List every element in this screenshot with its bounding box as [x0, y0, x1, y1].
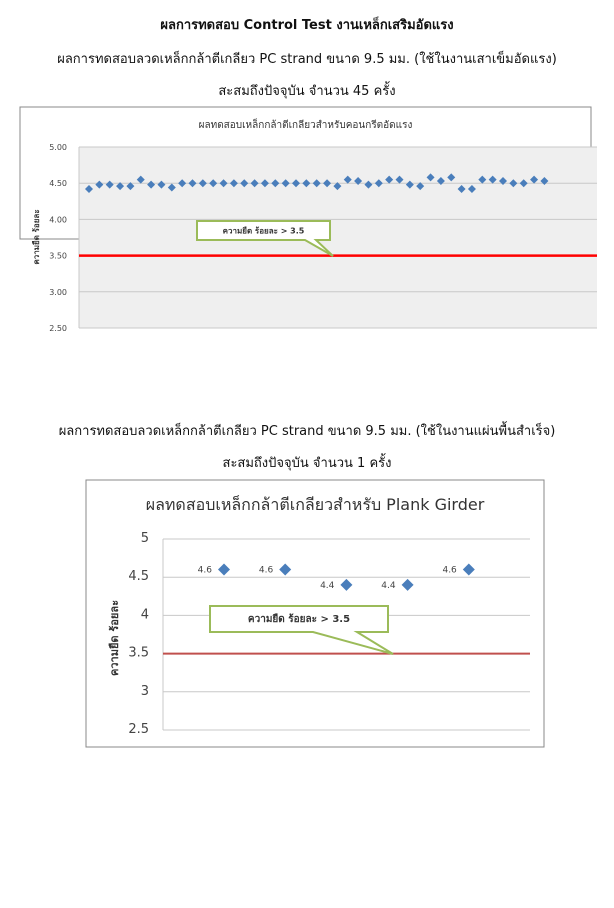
data-point — [478, 175, 487, 184]
data-point — [333, 182, 342, 191]
data-label: 4.4 — [381, 581, 396, 591]
data-point — [147, 180, 156, 189]
page-heading: ผลการทดสอบ Control Test งานเหล็กเสริมอัด… — [160, 18, 454, 33]
data-label: 4.6 — [198, 566, 213, 576]
data-label: 4.6 — [259, 566, 274, 576]
data-point — [374, 179, 383, 188]
data-point — [279, 563, 292, 576]
y-tick-label: 2.50 — [49, 324, 67, 333]
section2-count: สะสมถึงปัจจุบัน จำนวน 1 ครั้ง — [222, 456, 392, 471]
data-point — [343, 175, 352, 184]
data-point — [395, 175, 404, 184]
data-point — [530, 175, 539, 184]
chart-title: ผลทดสอบเหล็กกล้าตีเกลียวสำหรับ Plank Gir… — [146, 494, 485, 514]
data-point — [385, 175, 394, 184]
y-tick-label: 4.00 — [49, 215, 67, 224]
data-point — [405, 180, 414, 189]
data-point — [219, 179, 228, 188]
data-point — [157, 180, 166, 189]
data-label: 4.6 — [442, 566, 457, 576]
section1-count: สะสมถึงปัจจุบัน จำนวน 45 ครั้ง — [218, 84, 396, 99]
data-point — [426, 173, 435, 182]
y-tick-label: 4 — [141, 607, 149, 622]
section1-subtitle: ผลการทดสอบลวดเหล็กกล้าตีเกลียว PC strand… — [57, 52, 557, 67]
annotation-callout — [196, 220, 334, 257]
data-point — [401, 578, 414, 591]
data-point — [312, 179, 321, 188]
data-point — [271, 179, 280, 188]
data-point — [136, 175, 145, 184]
data-point — [509, 179, 518, 188]
data-point — [218, 563, 230, 576]
y-tick-label: 3 — [141, 684, 149, 699]
data-point — [457, 184, 466, 193]
data-point — [302, 179, 311, 188]
data-label: 4.4 — [320, 581, 335, 591]
data-point — [447, 173, 456, 182]
data-point — [436, 177, 445, 186]
y-tick-label: 3.5 — [128, 646, 149, 661]
chart-title: ผลทดสอบเหล็กกล้าตีเกลียวสำหรับคอนกรีตอัด… — [199, 117, 413, 131]
y-tick-label: 5 — [141, 531, 149, 546]
data-point — [126, 182, 135, 191]
y-tick-label: 3.50 — [49, 252, 67, 261]
data-point — [364, 180, 373, 189]
y-axis-label: ความยืด ร้อยละ — [108, 600, 121, 676]
annotation-text: ความยืด ร้อยละ > 3.5 — [223, 226, 305, 236]
annotation-callout — [209, 605, 394, 655]
data-point — [209, 179, 218, 188]
data-point — [240, 179, 249, 188]
data-point — [462, 563, 475, 576]
data-point — [260, 179, 269, 188]
data-point — [416, 182, 425, 191]
data-point — [340, 578, 353, 591]
data-point — [488, 175, 497, 184]
data-point — [519, 179, 528, 188]
data-point — [95, 180, 104, 189]
data-point — [540, 177, 549, 186]
y-axis-label: ความยืด ร้อยละ — [31, 209, 41, 264]
plot-area — [79, 147, 597, 328]
data-point — [292, 179, 300, 188]
data-point — [188, 179, 197, 188]
data-point — [178, 179, 187, 188]
data-point — [281, 179, 290, 188]
data-point — [250, 179, 259, 188]
data-point — [499, 177, 507, 186]
data-point — [323, 179, 332, 188]
data-point — [85, 184, 93, 193]
data-point — [167, 183, 176, 192]
data-point — [467, 184, 476, 193]
y-tick-label: 2.5 — [128, 722, 149, 737]
data-point — [116, 182, 125, 191]
y-tick-label: 4.5 — [128, 569, 149, 584]
data-point — [198, 179, 207, 188]
data-point — [354, 177, 363, 186]
data-point — [229, 179, 238, 188]
y-tick-label: 5.00 — [49, 143, 67, 152]
section2-subtitle: ผลการทดสอบลวดเหล็กกล้าตีเกลียว PC strand… — [58, 424, 556, 439]
y-tick-label: 4.50 — [49, 179, 67, 188]
y-tick-label: 3.00 — [49, 288, 67, 297]
data-point — [105, 180, 114, 189]
annotation-text: ความยืด ร้อยละ > 3.5 — [248, 613, 350, 625]
